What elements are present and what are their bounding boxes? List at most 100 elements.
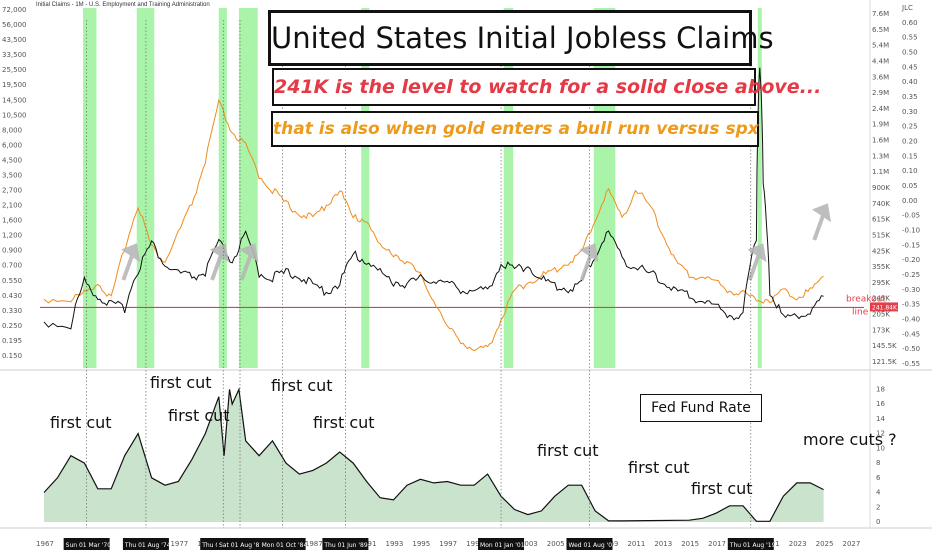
recession-band-1 xyxy=(136,8,155,368)
fed-fund-line xyxy=(43,387,824,522)
right-ratio-tick-label: 0.00 xyxy=(902,197,918,205)
more-cuts-annotation: more cuts ? xyxy=(803,430,897,449)
fed-tick-label: 4 xyxy=(876,489,881,497)
right-ratio-tick-label: 0.45 xyxy=(902,63,918,71)
left-tick-label: 4,500 xyxy=(2,156,22,164)
left-tick-label: 0.150 xyxy=(2,352,22,360)
x-tick-label: 2023 xyxy=(789,540,807,548)
fed-tick-label: 10 xyxy=(876,444,885,452)
gold-vs-spx-series xyxy=(43,98,824,352)
right-claims-tick-label: 2.9M xyxy=(872,89,889,97)
fed-tick-label: 12 xyxy=(876,430,885,438)
gold-vs-spx-line xyxy=(43,98,824,352)
initial-claims-series xyxy=(43,67,824,330)
trend-arrow-2 xyxy=(239,243,259,281)
right-ratio-tick-label: JLC xyxy=(901,4,913,12)
left-tick-label: 33,500 xyxy=(2,51,27,59)
x-tick-label: 2025 xyxy=(816,540,834,548)
fed-fund-rate-label: Fed Fund Rate xyxy=(640,394,762,422)
first-cut-annotation: first cut xyxy=(628,458,690,477)
left-tick-label: 0.250 xyxy=(2,322,22,330)
right-claims-tick-label: 515K xyxy=(872,231,890,239)
right-claims-tick-label: 121.5K xyxy=(872,358,897,366)
recession-band-7 xyxy=(757,8,762,368)
breakout-label-line1: breakout xyxy=(846,294,886,304)
left-tick-label: 8,000 xyxy=(2,126,22,134)
panel-frame xyxy=(0,0,932,529)
right-ratio-tick-label: 0.50 xyxy=(902,49,918,57)
date-tag-bg-1 xyxy=(122,538,169,550)
right-axis-claims-ticks: 7.6M 6.5M 5.4M 4.4M 3.6M 2.9M 2.4M 1.9M 1.6M 1.3M… xyxy=(872,10,897,366)
breakout-value: 241.84K xyxy=(872,304,898,311)
fed-tick-label: 0 xyxy=(876,518,880,526)
chart-identifier: Initial Claims - 1M - U.S. Employment an… xyxy=(36,2,210,8)
chart-title: United States Initial Jobless Claims xyxy=(268,10,774,66)
x-tick-label: 1977 xyxy=(170,540,188,548)
right-ratio-tick-label: -0.20 xyxy=(902,256,920,264)
right-ratio-tick-label: -0.45 xyxy=(902,330,920,338)
date-tag-bg-4 xyxy=(259,538,306,550)
right-claims-tick-label: 4.4M xyxy=(872,57,889,65)
right-ratio-tick-label: -0.25 xyxy=(902,271,920,279)
right-ratio-tick-label: 0.05 xyxy=(902,182,918,190)
date-tag-bg-8 xyxy=(727,538,774,550)
right-ratio-tick-label: -0.40 xyxy=(902,316,920,324)
first-cut-annotation: first cut xyxy=(50,413,112,432)
right-claims-tick-label: 2.4M xyxy=(872,105,889,113)
recession-band-2 xyxy=(218,8,227,368)
left-tick-label: 25,500 xyxy=(2,66,27,74)
right-claims-tick-label: 1.3M xyxy=(872,152,889,160)
left-tick-label: 6,000 xyxy=(2,141,22,149)
first-cut-annotation: first cut xyxy=(150,373,212,392)
fed-tick-label: 18 xyxy=(876,385,885,393)
x-tick-label: 2013 xyxy=(654,540,672,548)
x-tick-label: 1997 xyxy=(439,540,457,548)
right-claims-tick-label: 5.4M xyxy=(872,42,889,50)
fed-fund-area xyxy=(44,389,824,522)
right-ratio-tick-label: 0.60 xyxy=(902,19,918,27)
right-claims-tick-label: 1.9M xyxy=(872,121,889,129)
left-tick-label: 43,500 xyxy=(2,36,27,44)
right-claims-tick-label: 1.6M xyxy=(872,137,889,145)
right-claims-tick-label: 205K xyxy=(872,311,890,319)
first-cut-annotation: first cut xyxy=(313,413,375,432)
left-tick-label: 0.550 xyxy=(2,277,22,285)
left-tick-label: 0.900 xyxy=(2,247,22,255)
right-claims-tick-label: 1.1M xyxy=(872,168,889,176)
x-tick-label: 2003 xyxy=(520,540,538,548)
left-tick-label: 2,100 xyxy=(2,202,22,210)
recession-band-0 xyxy=(83,8,97,368)
recession-band-4 xyxy=(361,8,370,368)
date-tag-0: Sun 01 Mar '70 xyxy=(66,542,112,549)
first-cut-annotation: first cut xyxy=(691,479,753,498)
date-tag-bg-7 xyxy=(566,538,613,550)
recession-bands xyxy=(83,8,762,368)
date-tag-5: Thu 01 Jun '89 xyxy=(323,542,367,549)
x-tick-label: 1999 xyxy=(466,540,484,548)
right-claims-tick-label: 145.5K xyxy=(872,342,897,350)
fed-tick-label: 6 xyxy=(876,474,881,482)
trend-arrow-5 xyxy=(811,203,831,241)
right-claims-tick-label: 3.6M xyxy=(872,73,889,81)
left-tick-label: 1,200 xyxy=(2,232,22,240)
right-ratio-tick-label: -0.55 xyxy=(902,360,920,368)
first-cut-annotation: first cut xyxy=(271,376,333,395)
right-ratio-tick-label: -0.05 xyxy=(902,212,920,220)
x-tick-label: 2017 xyxy=(708,540,726,548)
left-tick-label: 0.330 xyxy=(2,307,22,315)
left-tick-label: 14,500 xyxy=(2,96,27,104)
initial-claims-line xyxy=(43,67,824,330)
right-ratio-tick-label: 0.15 xyxy=(902,152,918,160)
right-ratio-tick-label: 0.40 xyxy=(902,78,918,86)
trend-arrow-0 xyxy=(121,243,141,281)
fed-tick-label: 16 xyxy=(876,400,885,408)
right-ratio-tick-label: 0.35 xyxy=(902,93,918,101)
trend-arrows xyxy=(121,203,831,281)
right-claims-tick-label: 355K xyxy=(872,263,890,271)
right-claims-tick-label: 615K xyxy=(872,216,890,224)
left-tick-label: 56,000 xyxy=(2,21,27,29)
right-ratio-tick-label: -0.10 xyxy=(902,227,920,235)
x-tick-label: 2015 xyxy=(681,540,699,548)
recession-band-3 xyxy=(238,8,258,368)
x-tick-label: 1967 xyxy=(36,540,54,548)
